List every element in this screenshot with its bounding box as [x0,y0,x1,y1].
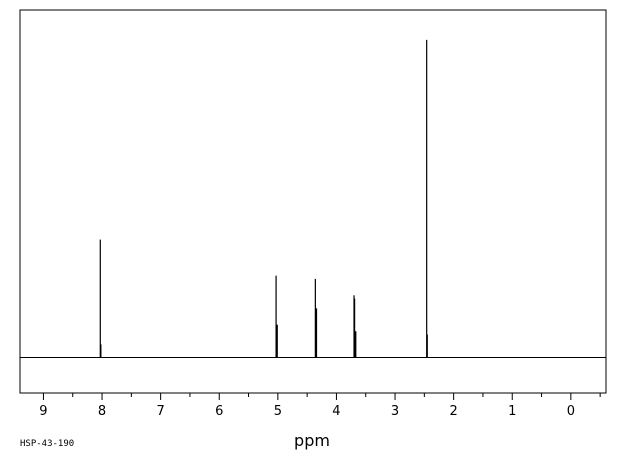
x-tick-label-3: 3 [391,404,399,419]
x-tick-label-2: 2 [449,404,457,419]
peak-group [99,39,428,358]
x-axis-ticks: 9 8 7 6 5 4 3 2 1 0 [39,393,601,419]
x-tick-label-8: 8 [98,404,106,419]
x-tick-label-4: 4 [332,404,340,419]
sample-id-label: HSP-43-190 [20,439,74,449]
x-tick-label-0: 0 [567,404,575,419]
x-axis-label: ppm [294,431,330,450]
x-tick-label-7: 7 [156,404,164,419]
plot-frame [19,9,607,394]
x-tick-label-9: 9 [39,404,47,419]
x-tick-label-1: 1 [508,404,516,419]
x-tick-label-6: 6 [215,404,223,419]
x-tick-label-5: 5 [274,404,282,419]
